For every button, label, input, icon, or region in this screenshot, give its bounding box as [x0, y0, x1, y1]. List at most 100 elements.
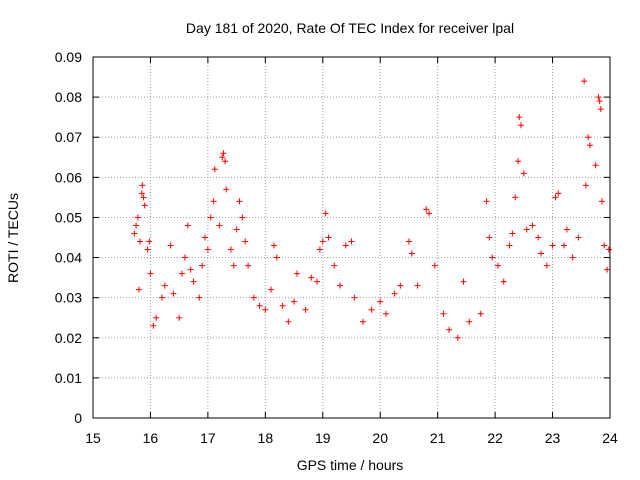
data-point — [179, 270, 186, 277]
data-point — [342, 242, 349, 249]
data-point — [314, 278, 321, 285]
data-point — [150, 322, 157, 329]
data-point — [563, 226, 570, 233]
data-point — [592, 162, 599, 169]
data-point — [211, 166, 218, 173]
data-point — [509, 230, 516, 237]
data-point — [382, 310, 389, 317]
y-tick-label: 0.03 — [55, 290, 82, 306]
data-point — [133, 222, 140, 229]
x-tick-label: 17 — [200, 430, 216, 446]
data-point — [147, 270, 154, 277]
y-tick-label: 0.01 — [55, 370, 82, 386]
data-point — [219, 154, 226, 161]
data-point — [348, 238, 355, 245]
data-point — [512, 194, 519, 201]
y-tick-label: 0.04 — [55, 250, 82, 266]
data-point — [245, 262, 252, 269]
data-point — [210, 198, 217, 205]
data-point — [596, 98, 603, 105]
data-point — [216, 222, 223, 229]
data-point — [256, 302, 263, 309]
data-point — [575, 234, 582, 241]
data-point — [359, 318, 366, 325]
x-tick-label: 23 — [545, 430, 561, 446]
data-point — [242, 238, 249, 245]
data-point — [466, 318, 473, 325]
data-point — [207, 214, 214, 221]
data-point — [308, 274, 315, 281]
y-tick-label: 0 — [74, 410, 82, 426]
data-point — [454, 334, 461, 341]
data-point — [146, 238, 153, 245]
data-point — [220, 150, 227, 157]
data-point — [515, 158, 522, 165]
data-point — [273, 254, 280, 261]
data-point — [293, 270, 300, 277]
data-point — [582, 182, 589, 189]
data-point — [153, 314, 160, 321]
x-tick-label: 19 — [315, 430, 331, 446]
data-point — [586, 142, 593, 149]
data-point — [331, 262, 338, 269]
data-point — [139, 182, 146, 189]
chart-title: Day 181 of 2020, Rate Of TEC Index for r… — [186, 20, 514, 36]
data-point — [184, 222, 191, 229]
data-point — [319, 238, 326, 245]
data-point — [605, 246, 612, 253]
data-point — [597, 106, 604, 113]
y-axis-title: ROTI / TECUs — [5, 193, 21, 283]
data-point — [135, 286, 142, 293]
y-tick-label: 0.08 — [55, 89, 82, 105]
data-point — [535, 234, 542, 241]
plot-frame — [92, 56, 611, 419]
x-tick-label: 21 — [430, 430, 446, 446]
y-tick-label: 0.05 — [55, 209, 82, 225]
y-tick-label: 0.02 — [55, 330, 82, 346]
data-point — [517, 122, 524, 129]
data-point — [138, 190, 145, 197]
data-point — [397, 282, 404, 289]
data-point — [391, 290, 398, 297]
data-point — [555, 190, 562, 197]
data-point — [285, 318, 292, 325]
data-point — [489, 254, 496, 261]
data-point — [140, 194, 147, 201]
x-tick-label: 20 — [372, 430, 388, 446]
data-point — [581, 78, 588, 85]
data-point — [196, 294, 203, 301]
axis-ticks — [92, 56, 611, 419]
data-point — [158, 294, 165, 301]
data-point — [585, 134, 592, 141]
data-point — [187, 266, 194, 273]
y-tick-labels: 0 0.01 0.02 0.03 0.04 0.05 0.06 0.07 0.08 0.09 — [55, 49, 82, 426]
data-point — [483, 198, 490, 205]
data-point — [446, 326, 453, 333]
data-point — [368, 306, 375, 313]
data-point — [351, 294, 358, 301]
y-tick-label: 0.07 — [55, 129, 82, 145]
x-axis-title: GPS time / hours — [297, 457, 404, 473]
data-point — [161, 282, 168, 289]
data-point — [460, 278, 467, 285]
data-point — [423, 206, 430, 213]
data-point — [426, 210, 433, 217]
data-point — [202, 234, 209, 241]
data-point — [405, 238, 412, 245]
data-point — [414, 282, 421, 289]
y-tick-label: 0.06 — [55, 169, 82, 185]
data-point — [233, 226, 240, 233]
data-point — [595, 94, 602, 101]
data-point — [302, 306, 309, 313]
data-point — [543, 262, 550, 269]
data-point — [131, 230, 138, 237]
data-point — [561, 242, 568, 249]
data-point — [604, 266, 611, 273]
data-point — [250, 294, 257, 301]
data-point — [291, 298, 298, 305]
data-point — [141, 202, 148, 209]
data-point — [377, 298, 384, 305]
data-point — [181, 254, 188, 261]
data-point — [494, 262, 501, 269]
